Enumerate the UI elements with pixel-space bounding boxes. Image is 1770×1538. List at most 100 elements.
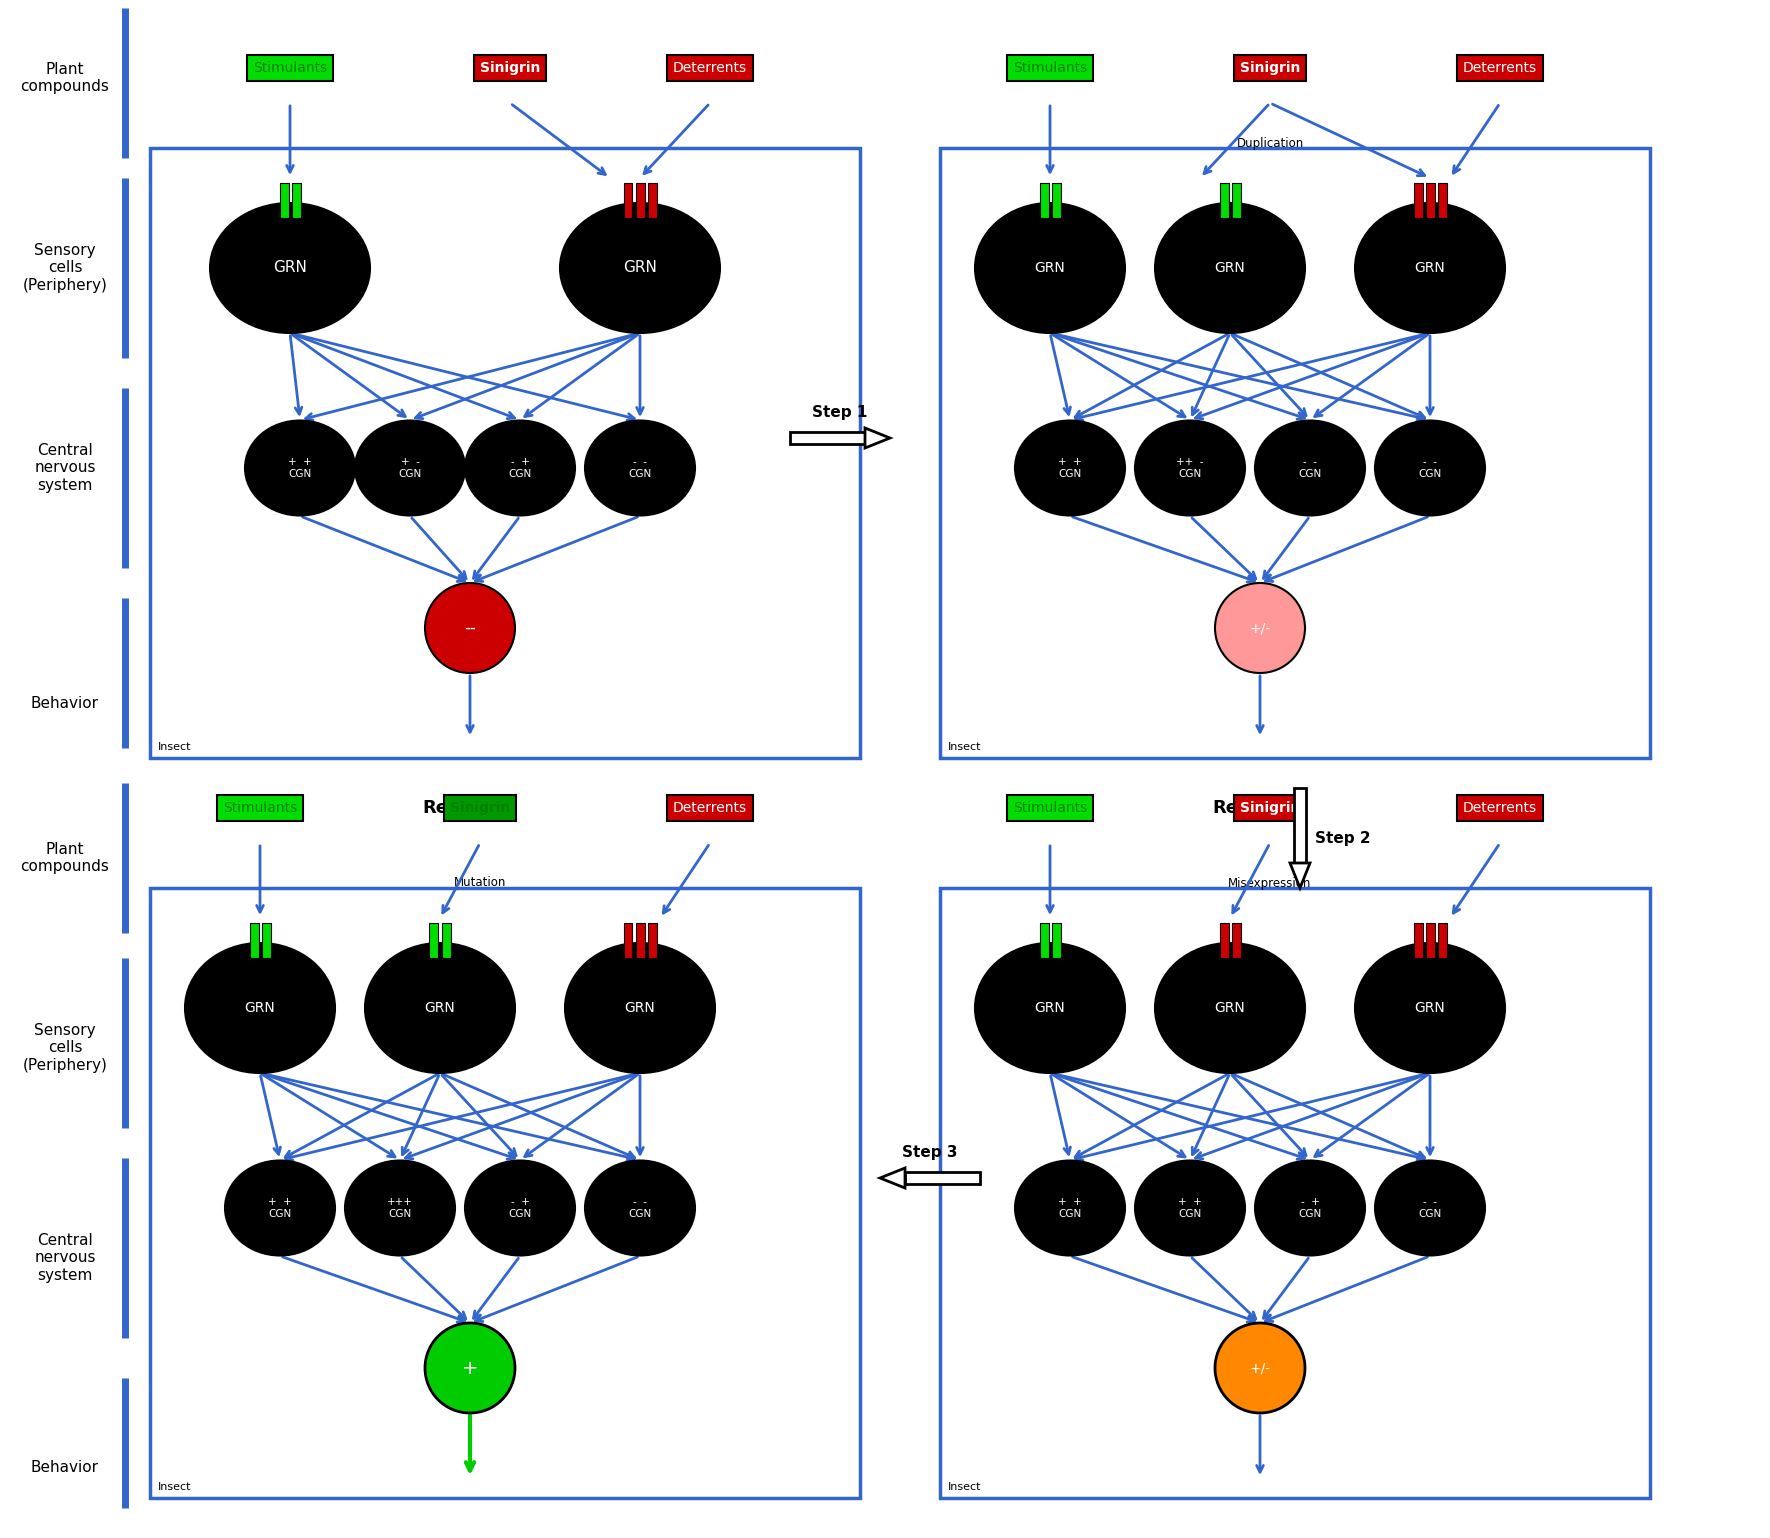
Text: -  -
CGN: - - CGN: [1418, 457, 1441, 478]
Text: GRN: GRN: [1035, 261, 1066, 275]
Ellipse shape: [365, 943, 515, 1074]
Text: Central
nervous
system: Central nervous system: [34, 1233, 96, 1283]
FancyBboxPatch shape: [1051, 923, 1060, 958]
Text: Insect: Insect: [158, 1483, 191, 1492]
Polygon shape: [880, 1167, 904, 1187]
Circle shape: [425, 1323, 515, 1413]
FancyBboxPatch shape: [1425, 183, 1434, 217]
Text: Insect: Insect: [949, 1483, 982, 1492]
Text: Plant
compounds: Plant compounds: [21, 62, 110, 94]
Ellipse shape: [975, 203, 1126, 334]
Text: Deterrents: Deterrents: [673, 801, 747, 815]
FancyBboxPatch shape: [1437, 923, 1446, 958]
FancyBboxPatch shape: [1232, 923, 1241, 958]
Text: +++
CGN: +++ CGN: [388, 1197, 412, 1218]
Ellipse shape: [1135, 1161, 1244, 1255]
Text: Step 3: Step 3: [903, 1144, 958, 1160]
Ellipse shape: [225, 1161, 335, 1255]
Ellipse shape: [1375, 420, 1485, 515]
Ellipse shape: [1014, 1161, 1126, 1255]
Text: Misexpression: Misexpression: [1228, 877, 1312, 889]
FancyBboxPatch shape: [623, 183, 632, 217]
Text: +  +
CGN: + + CGN: [1058, 1197, 1081, 1218]
FancyBboxPatch shape: [940, 887, 1650, 1498]
Text: +  +
CGN: + + CGN: [267, 1197, 292, 1218]
Text: Stimulants: Stimulants: [253, 62, 327, 75]
Ellipse shape: [1356, 943, 1504, 1074]
Text: +  +
CGN: + + CGN: [1179, 1197, 1202, 1218]
Circle shape: [1214, 583, 1304, 674]
Ellipse shape: [1135, 420, 1244, 515]
FancyBboxPatch shape: [940, 148, 1650, 758]
FancyBboxPatch shape: [1294, 787, 1306, 863]
Text: Sensory
cells
(Periphery): Sensory cells (Periphery): [23, 243, 108, 292]
Ellipse shape: [586, 420, 696, 515]
Circle shape: [425, 583, 515, 674]
Ellipse shape: [244, 420, 356, 515]
Text: +  +
CGN: + + CGN: [1058, 457, 1081, 478]
Text: -  -
CGN: - - CGN: [1299, 457, 1322, 478]
Ellipse shape: [1156, 943, 1304, 1074]
Text: Duplication: Duplication: [1237, 137, 1304, 149]
Text: GRN: GRN: [1214, 1001, 1246, 1015]
Text: +  +
CGN: + + CGN: [289, 457, 312, 478]
FancyBboxPatch shape: [262, 923, 271, 958]
FancyBboxPatch shape: [1414, 923, 1423, 958]
Polygon shape: [1290, 863, 1310, 887]
Ellipse shape: [466, 420, 575, 515]
Ellipse shape: [356, 420, 466, 515]
Ellipse shape: [586, 1161, 696, 1255]
FancyBboxPatch shape: [1425, 923, 1434, 958]
FancyBboxPatch shape: [280, 183, 289, 217]
Text: Behavior: Behavior: [32, 695, 99, 711]
FancyBboxPatch shape: [1039, 923, 1048, 958]
Text: Stimulants: Stimulants: [1012, 62, 1087, 75]
FancyBboxPatch shape: [1414, 183, 1423, 217]
FancyBboxPatch shape: [1051, 183, 1060, 217]
Text: Deterrents: Deterrents: [673, 62, 747, 75]
Text: +/-: +/-: [1250, 621, 1271, 635]
Text: +  -
CGN: + - CGN: [398, 457, 421, 478]
Text: Central
nervous
system: Central nervous system: [34, 443, 96, 492]
Ellipse shape: [345, 1161, 455, 1255]
FancyBboxPatch shape: [430, 923, 439, 958]
Ellipse shape: [975, 943, 1126, 1074]
Text: GRN: GRN: [1035, 1001, 1066, 1015]
Text: Deterrents: Deterrents: [1464, 62, 1536, 75]
Ellipse shape: [1255, 420, 1365, 515]
FancyBboxPatch shape: [623, 923, 632, 958]
Text: Step 2: Step 2: [1315, 831, 1370, 846]
FancyBboxPatch shape: [648, 923, 657, 958]
Text: --: --: [464, 618, 476, 637]
Polygon shape: [866, 428, 890, 448]
Ellipse shape: [466, 1161, 575, 1255]
FancyBboxPatch shape: [789, 432, 866, 444]
Circle shape: [1214, 1323, 1304, 1413]
Text: GRN: GRN: [244, 1001, 276, 1015]
FancyBboxPatch shape: [1437, 183, 1446, 217]
Ellipse shape: [211, 203, 370, 334]
Text: Insect: Insect: [158, 741, 191, 752]
Text: Mutation: Mutation: [453, 877, 506, 889]
Text: Rejection: Rejection: [1212, 800, 1308, 817]
Text: GRN: GRN: [1414, 261, 1446, 275]
Text: Stimulants: Stimulants: [1012, 801, 1087, 815]
Text: ++  -
CGN: ++ - CGN: [1177, 457, 1204, 478]
FancyBboxPatch shape: [292, 183, 301, 217]
Ellipse shape: [1356, 203, 1504, 334]
FancyBboxPatch shape: [635, 183, 644, 217]
Text: -  +
CGN: - + CGN: [1299, 1197, 1322, 1218]
Ellipse shape: [559, 203, 720, 334]
Text: Stimulants: Stimulants: [223, 801, 297, 815]
Text: +/-: +/-: [1250, 1361, 1271, 1375]
Text: GRN: GRN: [273, 260, 306, 275]
FancyBboxPatch shape: [648, 183, 657, 217]
Text: Insect: Insect: [949, 741, 982, 752]
Text: Sinigrin: Sinigrin: [450, 801, 510, 815]
Text: -  -
CGN: - - CGN: [628, 457, 651, 478]
FancyBboxPatch shape: [250, 923, 258, 958]
Text: +: +: [462, 1358, 478, 1378]
Ellipse shape: [1375, 1161, 1485, 1255]
Ellipse shape: [1014, 420, 1126, 515]
Text: Sinigrin: Sinigrin: [1239, 62, 1301, 75]
